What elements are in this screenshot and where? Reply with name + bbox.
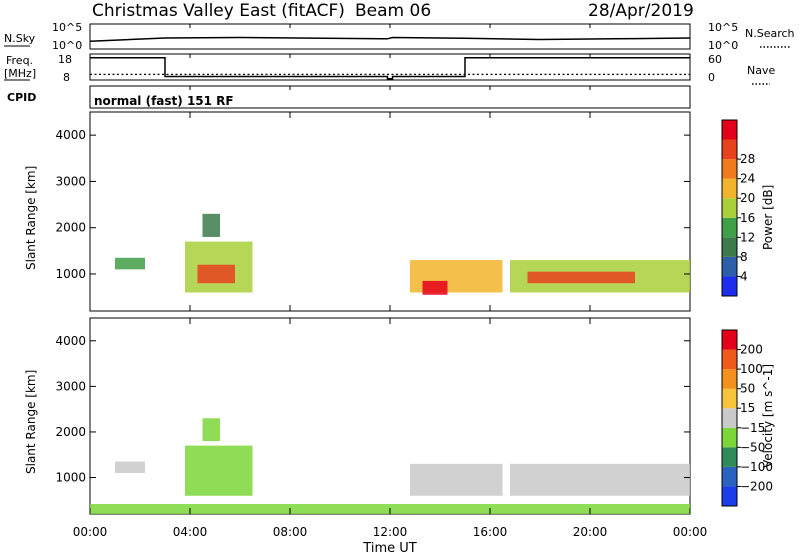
power-colorbar-tick-label: 20 [740,191,755,205]
x-tick-label: 00:00 [73,525,108,539]
power-patch [197,264,235,284]
nave-ytick-bottom: 0 [708,71,715,84]
freq-panel: Freq. [MHz] 18 8 60 0 Nave [4,53,775,85]
power-colorbar-swatch [722,139,737,160]
power-ytick-label: 2000 [55,221,86,235]
x-tick-label: 00:00 [673,525,708,539]
power-colorbar-swatch [722,217,737,238]
power-colorbar: 4 8 12 16 20 24 28 [721,119,755,297]
x-tick-label: 04:00 [173,525,208,539]
power-ytick-label: 3000 [55,174,86,188]
power-panel: 1000 2000 3000 4000 Slant Range [km] [24,111,691,312]
nsky-ytick-bottom: 10^0 [52,39,82,52]
velocity-colorbar-swatch [722,427,737,448]
freq-ytick-bottom: 8 [63,71,70,84]
velocity-colorbar-swatch [722,349,737,370]
power-colorbar-swatch [722,178,737,199]
power-patches [115,213,690,295]
velocity-colorbar-tick-label: 100 [740,362,763,376]
velocity-colorbar-frame [721,329,738,507]
station-title: Christmas Valley East (fitACF) [92,1,345,21]
power-patch [422,280,448,295]
nsearch-label: N.Search [745,27,795,40]
power-colorbar-frame [721,119,738,297]
cpid-label: CPID [7,91,36,104]
beam-label: Beam 06 [355,1,431,21]
nsearch-ytick-bottom: 10^0 [708,39,738,52]
velocity-colorbar-label: Velocity [m s^-1] [761,364,775,468]
freq-label-line1: Freq. [6,54,33,67]
velocity-colorbar-swatch [722,408,737,428]
power-colorbar-swatch [722,256,737,277]
velocity-ytick-label: 3000 [55,379,86,393]
velocity-patch [115,461,145,473]
velocity-colorbar-tick-label: 15 [740,401,755,415]
velocity-ytick-label: 1000 [55,471,86,485]
power-colorbar-tick-label: 24 [740,172,755,186]
power-colorbar-tick-label: 4 [740,269,748,283]
x-axis-label: Time UT [362,541,416,554]
velocity-colorbar-tick-label: −15 [740,421,765,435]
power-patch [115,257,145,270]
velocity-colorbar-swatch [722,330,737,350]
x-tick-label: 20:00 [573,525,608,539]
freq-label-line2: [MHz] [4,67,36,80]
velocity-colorbar-swatch [722,369,737,389]
velocity-ytick-label: 4000 [55,334,86,348]
velocity-patch [510,463,690,496]
power-ytick-label: 4000 [55,128,86,142]
power-colorbar-swatch [722,120,737,140]
velocity-patch [202,418,220,442]
power-colorbar-tick-label: 8 [740,250,748,264]
power-yticks: 1000 2000 3000 4000 [55,128,690,281]
velocity-colorbar-swatch [722,466,737,487]
velocity-colorbar-swatch [722,447,737,467]
power-colorbar-tick-label: 12 [740,230,755,244]
nave-label: Nave [747,64,775,77]
velocity-colorbar-tick-label: 200 [740,343,763,357]
power-colorbar-swatch [722,198,737,218]
nsearch-ytick-top: 10^5 [708,21,738,34]
x-axis: 00:00 04:00 08:00 12:00 16:00 20:00 00:00 [73,24,708,539]
velocity-patch [185,445,253,496]
x-tick-label: 08:00 [273,525,308,539]
freq-ytick-top: 18 [58,53,72,66]
power-ytick-label: 1000 [55,267,86,281]
velocity-yticks: 1000 2000 3000 4000 [55,334,690,485]
velocity-colorbar-tick-label: −100 [740,460,773,474]
power-colorbar-tick-label: 16 [740,211,755,225]
cpid-text: normal (fast) 151 RF [94,94,234,108]
power-ylabel: Slant Range [km] [24,166,38,270]
velocity-patch [410,463,503,496]
freq-series-line [90,56,690,80]
power-colorbar-tick-label: 28 [740,152,755,166]
nave-ytick-top: 60 [708,53,722,66]
x-tick-label: 16:00 [473,525,508,539]
velocity-colorbar-tick-label: −200 [740,479,773,493]
velocity-ytick-label: 2000 [55,425,86,439]
velocity-ylabel: Slant Range [km] [24,370,38,474]
power-colorbar-swatch [722,276,737,296]
x-tick-label: 12:00 [373,525,408,539]
nsky-ytick-top: 10^5 [52,21,82,34]
power-patch [527,271,635,284]
velocity-colorbar-swatch [722,486,737,506]
power-colorbar-swatch [722,159,737,179]
velocity-panel: 1000 2000 3000 4000 Slant Range [km] [24,317,691,515]
velocity-colorbar-tick-label: 50 [740,382,755,396]
velocity-colorbar-tick-label: −50 [740,440,765,454]
power-patch [202,213,220,237]
power-colorbar-swatch [722,237,737,257]
power-colorbar-label: Power [dB] [761,185,775,250]
velocity-colorbar-swatch [722,388,737,409]
nsky-panel: N.Sky 10^5 10^0 10^5 10^0 N.Search [4,21,795,52]
velocity-colorbar: 200 100 50 15 −15 −50 −100 −200 [721,329,773,507]
nsky-series-line [89,36,691,43]
date-label: 28/Apr/2019 [588,1,694,21]
nsky-label: N.Sky [4,32,36,45]
